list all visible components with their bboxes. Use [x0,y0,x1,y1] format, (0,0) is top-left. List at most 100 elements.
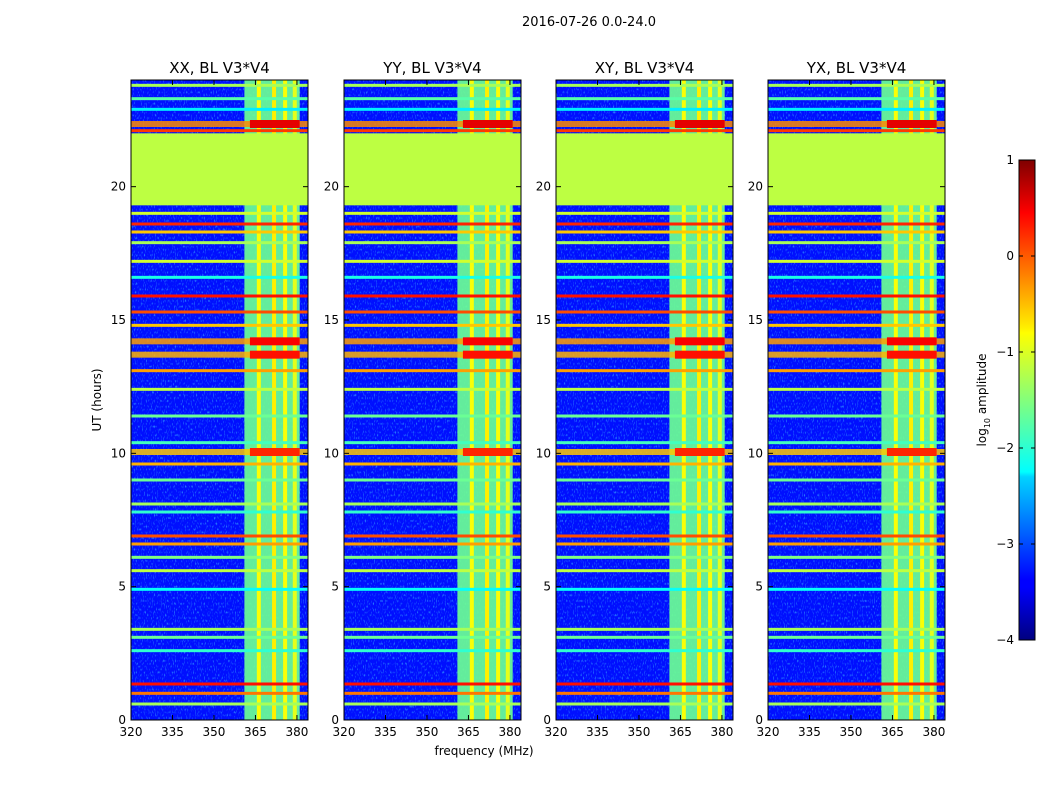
rfi-channel-line [909,80,914,720]
y-tick-label: 10 [536,446,551,460]
time-row [556,387,733,391]
strong-row [768,338,945,345]
time-row [131,691,308,695]
y-tick-label: 15 [111,313,126,327]
strong-row-band [886,337,937,346]
time-row [131,323,308,327]
x-tick-label: 335 [374,725,397,739]
colorbar-tick-label: −1 [996,345,1014,359]
time-row [344,259,521,263]
time-row [131,635,308,639]
time-row [344,542,521,546]
strong-row-band [462,448,513,456]
time-row [768,211,945,215]
time-row [344,414,521,418]
time-row [131,222,308,226]
rfi-channel-line [496,80,501,720]
colorbar-label: log10 amplitude [975,354,992,447]
strong-row [344,338,521,345]
time-row [131,230,308,234]
time-row [131,569,308,573]
strong-row [344,351,521,358]
time-row [344,510,521,514]
time-row [768,542,945,546]
y-tick-label: 5 [331,580,339,594]
time-row [131,649,308,653]
time-row [131,702,308,706]
y-tick-label: 10 [111,446,126,460]
panel-frame [130,79,309,721]
colorbar-tick-label: 0 [1006,249,1014,263]
strong-row-band [674,337,725,346]
panel-image [131,80,308,720]
rfi-channel-line [505,80,510,720]
time-row [344,275,521,279]
time-row [344,369,521,373]
time-row [131,294,308,298]
y-tick-label: 0 [755,713,763,727]
time-row [556,369,733,373]
flagged-block [768,133,945,206]
time-row [768,310,945,314]
time-row [556,294,733,298]
panel-title: YX, BL V3*V4 [806,59,907,77]
rfi-channel-line [929,80,934,720]
rfi-channel-line [697,80,702,720]
time-row [131,502,308,506]
colorbar-label-sub: 10 [983,418,992,428]
strong-row [556,449,733,455]
time-row [344,83,521,87]
time-row [344,222,521,226]
x-tick-label: 350 [416,725,439,739]
y-tick-label: 20 [536,180,551,194]
flagged-block [556,133,733,206]
strong-row-band [886,350,937,359]
time-row [768,387,945,391]
strong-row-band [886,120,937,128]
time-row [556,222,733,226]
time-row [768,478,945,482]
time-row [768,369,945,373]
rfi-channel-line [920,80,925,720]
time-row [131,129,308,133]
strong-row [768,449,945,455]
y-tick-label: 15 [536,313,551,327]
x-tick-label: 380 [285,725,308,739]
strong-row [344,449,521,455]
x-tick-label: 335 [798,725,821,739]
time-row [768,97,945,101]
panel-frame [767,79,946,721]
time-row [768,241,945,245]
time-row [556,542,733,546]
time-row [131,97,308,101]
time-row [344,502,521,506]
time-row [768,222,945,226]
panel-image [556,80,733,720]
time-row [768,627,945,631]
time-row [131,627,308,631]
time-row [556,259,733,263]
time-row [344,555,521,559]
x-tick-label: 365 [669,725,692,739]
time-row [556,275,733,279]
time-row [768,682,945,686]
x-tick-label: 365 [457,725,480,739]
time-row [344,97,521,101]
rfi-channel-line [893,80,898,720]
strong-row [556,121,733,127]
panel-2: XY, BL V3*V4 320 335 350 365 380 0 5 10 15 20 [536,59,734,739]
strong-row [556,338,733,345]
x-tick-label: 380 [710,725,733,739]
time-row [344,534,521,538]
x-tick-label: 335 [586,725,609,739]
x-tick-label: 320 [120,725,143,739]
time-row [768,323,945,327]
colorbar-tick-label: −3 [996,537,1014,551]
strong-row-band [249,120,300,128]
colorbar-tick-label: 1 [1006,153,1014,167]
time-row [556,241,733,245]
time-row [131,462,308,466]
y-tick-label: 0 [331,713,339,727]
